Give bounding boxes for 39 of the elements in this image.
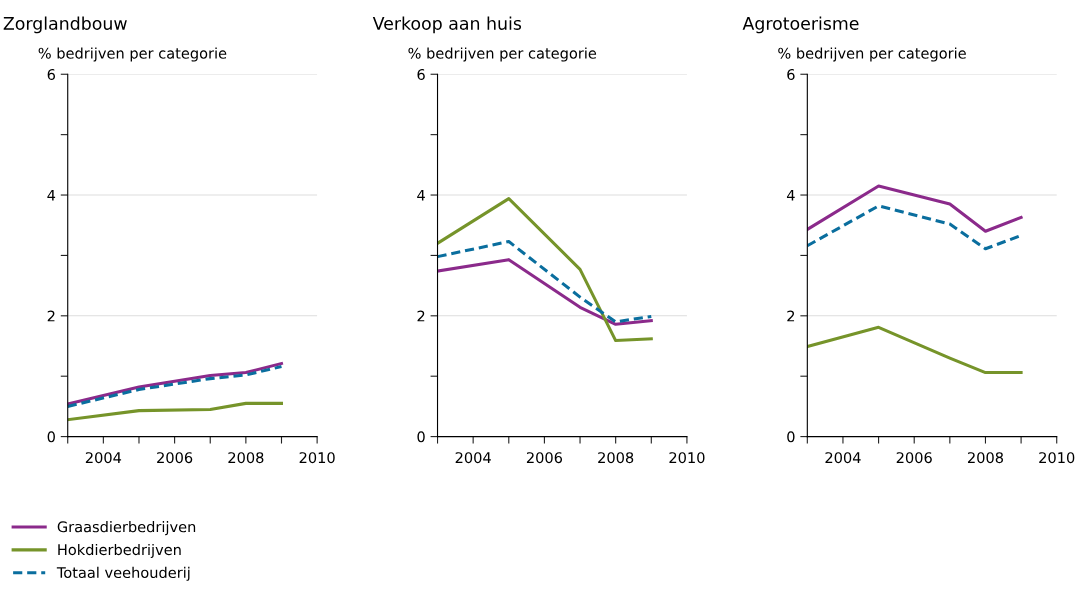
x-tick-label: 2008 bbox=[967, 452, 1004, 464]
y-tick-label: 6 bbox=[47, 68, 55, 80]
y-axis-title: % bedrijven per categorie bbox=[38, 47, 227, 62]
x-tick-label: 2010 bbox=[299, 452, 335, 464]
legend-label: Totaal veehouderij bbox=[56, 566, 190, 581]
x-tick-label: 2006 bbox=[157, 452, 193, 464]
line-series bbox=[437, 197, 653, 343]
x-tick-label: 2010 bbox=[669, 452, 705, 464]
y-axis-title: % bedrijven per categorie bbox=[408, 47, 597, 62]
y-tick-label: 2 bbox=[47, 310, 55, 322]
chart-title: Zorglandbouw bbox=[3, 16, 127, 34]
line-series bbox=[437, 240, 653, 324]
x-tick-label: 2008 bbox=[228, 452, 264, 464]
legend-label: Graasdierbedrijven bbox=[57, 521, 196, 536]
line-series bbox=[807, 184, 1023, 233]
legend-label: Hokdierbedrijven bbox=[58, 543, 181, 559]
x-tick-label: 2004 bbox=[85, 452, 122, 464]
line-series bbox=[437, 258, 653, 326]
x-tick-label: 2004 bbox=[455, 452, 491, 464]
y-tick-label: 2 bbox=[417, 310, 425, 322]
y-tick-label: 4 bbox=[417, 189, 425, 201]
y-tick-label: 4 bbox=[786, 189, 795, 201]
y-tick-label: 0 bbox=[47, 431, 55, 443]
chart-title: Verkoop aan huis bbox=[372, 16, 522, 34]
x-tick-label: 2008 bbox=[598, 452, 634, 464]
y-tick-label: 2 bbox=[787, 310, 795, 322]
y-tick-label: 0 bbox=[417, 431, 425, 443]
x-tick-label: 2006 bbox=[896, 452, 932, 464]
chart-title: Agrotoerisme bbox=[742, 16, 859, 34]
x-tick-label: 2010 bbox=[1039, 452, 1075, 464]
x-tick-label: 2004 bbox=[825, 452, 861, 464]
y-tick-label: 6 bbox=[417, 68, 425, 80]
line-series bbox=[807, 325, 1023, 375]
y-tick-label: 0 bbox=[787, 431, 795, 443]
x-tick-label: 2006 bbox=[526, 452, 563, 464]
y-tick-label: 6 bbox=[787, 68, 795, 80]
line-series bbox=[67, 401, 284, 422]
y-tick-label: 4 bbox=[47, 189, 56, 201]
y-axis-title: % bedrijven per categorie bbox=[778, 47, 966, 62]
